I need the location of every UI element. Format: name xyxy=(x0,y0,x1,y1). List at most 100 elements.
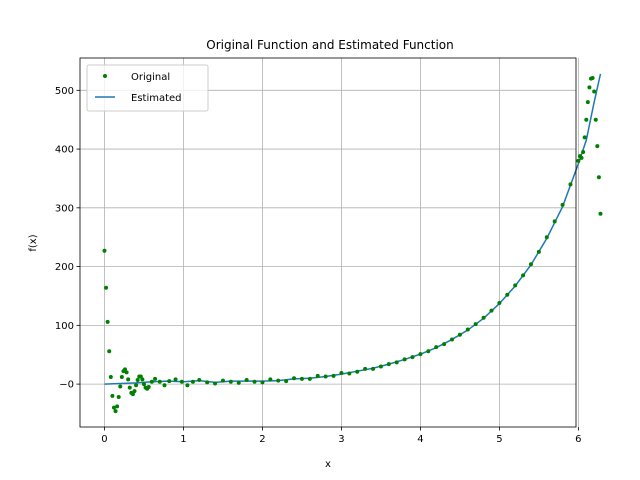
original-point xyxy=(450,337,454,342)
original-point xyxy=(489,308,494,313)
original-point xyxy=(185,383,190,388)
y-axis: −0 100 200 300 400 500 xyxy=(55,86,80,391)
original-point xyxy=(153,376,158,381)
y-tick-label: −0 xyxy=(59,380,74,391)
original-point xyxy=(167,379,172,384)
original-point xyxy=(173,377,178,382)
original-point xyxy=(323,374,328,379)
original-point xyxy=(595,144,600,149)
original-point xyxy=(299,376,304,381)
original-point xyxy=(132,389,137,394)
original-point xyxy=(560,202,565,207)
legend-estimated-label: Estimated xyxy=(131,93,182,104)
original-point xyxy=(552,219,557,224)
original-point xyxy=(179,379,184,384)
original-point xyxy=(102,248,107,253)
original-point xyxy=(157,379,162,384)
original-point xyxy=(402,357,407,362)
original-point xyxy=(331,373,336,378)
original-point xyxy=(418,352,423,357)
original-point xyxy=(236,380,241,385)
plot-frame xyxy=(79,57,577,428)
original-point xyxy=(457,332,462,337)
original-point xyxy=(105,319,110,324)
original-point xyxy=(127,385,132,390)
original-point xyxy=(371,366,376,371)
original-point xyxy=(386,362,391,367)
original-point xyxy=(111,405,116,410)
original-point xyxy=(587,85,592,90)
x-tick-label: 5 xyxy=(496,434,502,445)
original-point xyxy=(584,117,589,122)
x-tick-label: 6 xyxy=(575,434,581,445)
original-point xyxy=(123,367,128,372)
y-tick-label: 300 xyxy=(55,203,74,214)
original-point xyxy=(521,273,526,278)
original-point xyxy=(579,155,584,160)
y-tick-label: 400 xyxy=(55,145,74,156)
original-point xyxy=(465,327,470,332)
original-point xyxy=(434,345,439,350)
original-point xyxy=(135,377,140,382)
original-point xyxy=(497,301,502,306)
original-point xyxy=(141,382,146,387)
y-axis-label: f(x) xyxy=(28,234,39,251)
legend-box xyxy=(86,64,209,112)
original-point xyxy=(228,379,233,384)
original-point xyxy=(582,135,587,140)
x-axis: 0 1 2 3 4 5 6 xyxy=(101,427,582,445)
original-point xyxy=(205,380,210,385)
original-series xyxy=(102,75,603,414)
original-point xyxy=(410,355,415,360)
original-point xyxy=(118,384,123,389)
original-point xyxy=(593,117,598,122)
original-point xyxy=(134,383,139,388)
y-tick-label: 100 xyxy=(55,321,74,332)
original-point xyxy=(581,150,586,155)
original-point xyxy=(307,376,312,381)
original-point xyxy=(442,342,447,347)
original-point xyxy=(363,366,368,371)
original-point xyxy=(355,369,360,374)
original-point xyxy=(284,379,289,384)
original-point xyxy=(592,89,597,94)
original-point xyxy=(505,292,510,297)
original-point xyxy=(339,370,344,375)
original-point xyxy=(260,380,265,385)
original-point xyxy=(138,374,143,379)
x-axis-label: x xyxy=(325,459,331,470)
original-point xyxy=(568,182,573,187)
original-point xyxy=(116,395,121,400)
original-point xyxy=(110,393,115,398)
original-point xyxy=(394,360,399,365)
original-point xyxy=(544,235,549,240)
original-point xyxy=(190,379,195,384)
original-point xyxy=(252,379,257,384)
chart-title: Original Function and Estimated Function xyxy=(206,38,454,52)
original-point xyxy=(528,262,533,267)
original-point xyxy=(124,370,129,375)
original-point xyxy=(197,377,202,382)
original-point xyxy=(149,379,154,384)
original-point xyxy=(108,375,113,380)
x-tick-label: 3 xyxy=(338,434,344,445)
original-point xyxy=(378,364,383,369)
original-point xyxy=(481,315,486,320)
original-point xyxy=(119,375,124,380)
x-tick-label: 2 xyxy=(259,434,265,445)
original-point xyxy=(473,322,478,327)
original-point xyxy=(244,377,249,382)
original-point xyxy=(130,392,135,397)
original-point xyxy=(576,158,581,163)
original-point xyxy=(590,75,595,80)
original-point xyxy=(596,175,601,180)
original-point xyxy=(162,383,167,388)
original-point xyxy=(268,377,273,382)
original-point xyxy=(347,371,352,376)
original-point xyxy=(113,409,118,414)
original-point xyxy=(426,349,431,354)
original-point xyxy=(126,377,131,382)
original-point xyxy=(598,211,603,216)
original-point xyxy=(536,249,541,254)
original-point xyxy=(585,100,590,105)
